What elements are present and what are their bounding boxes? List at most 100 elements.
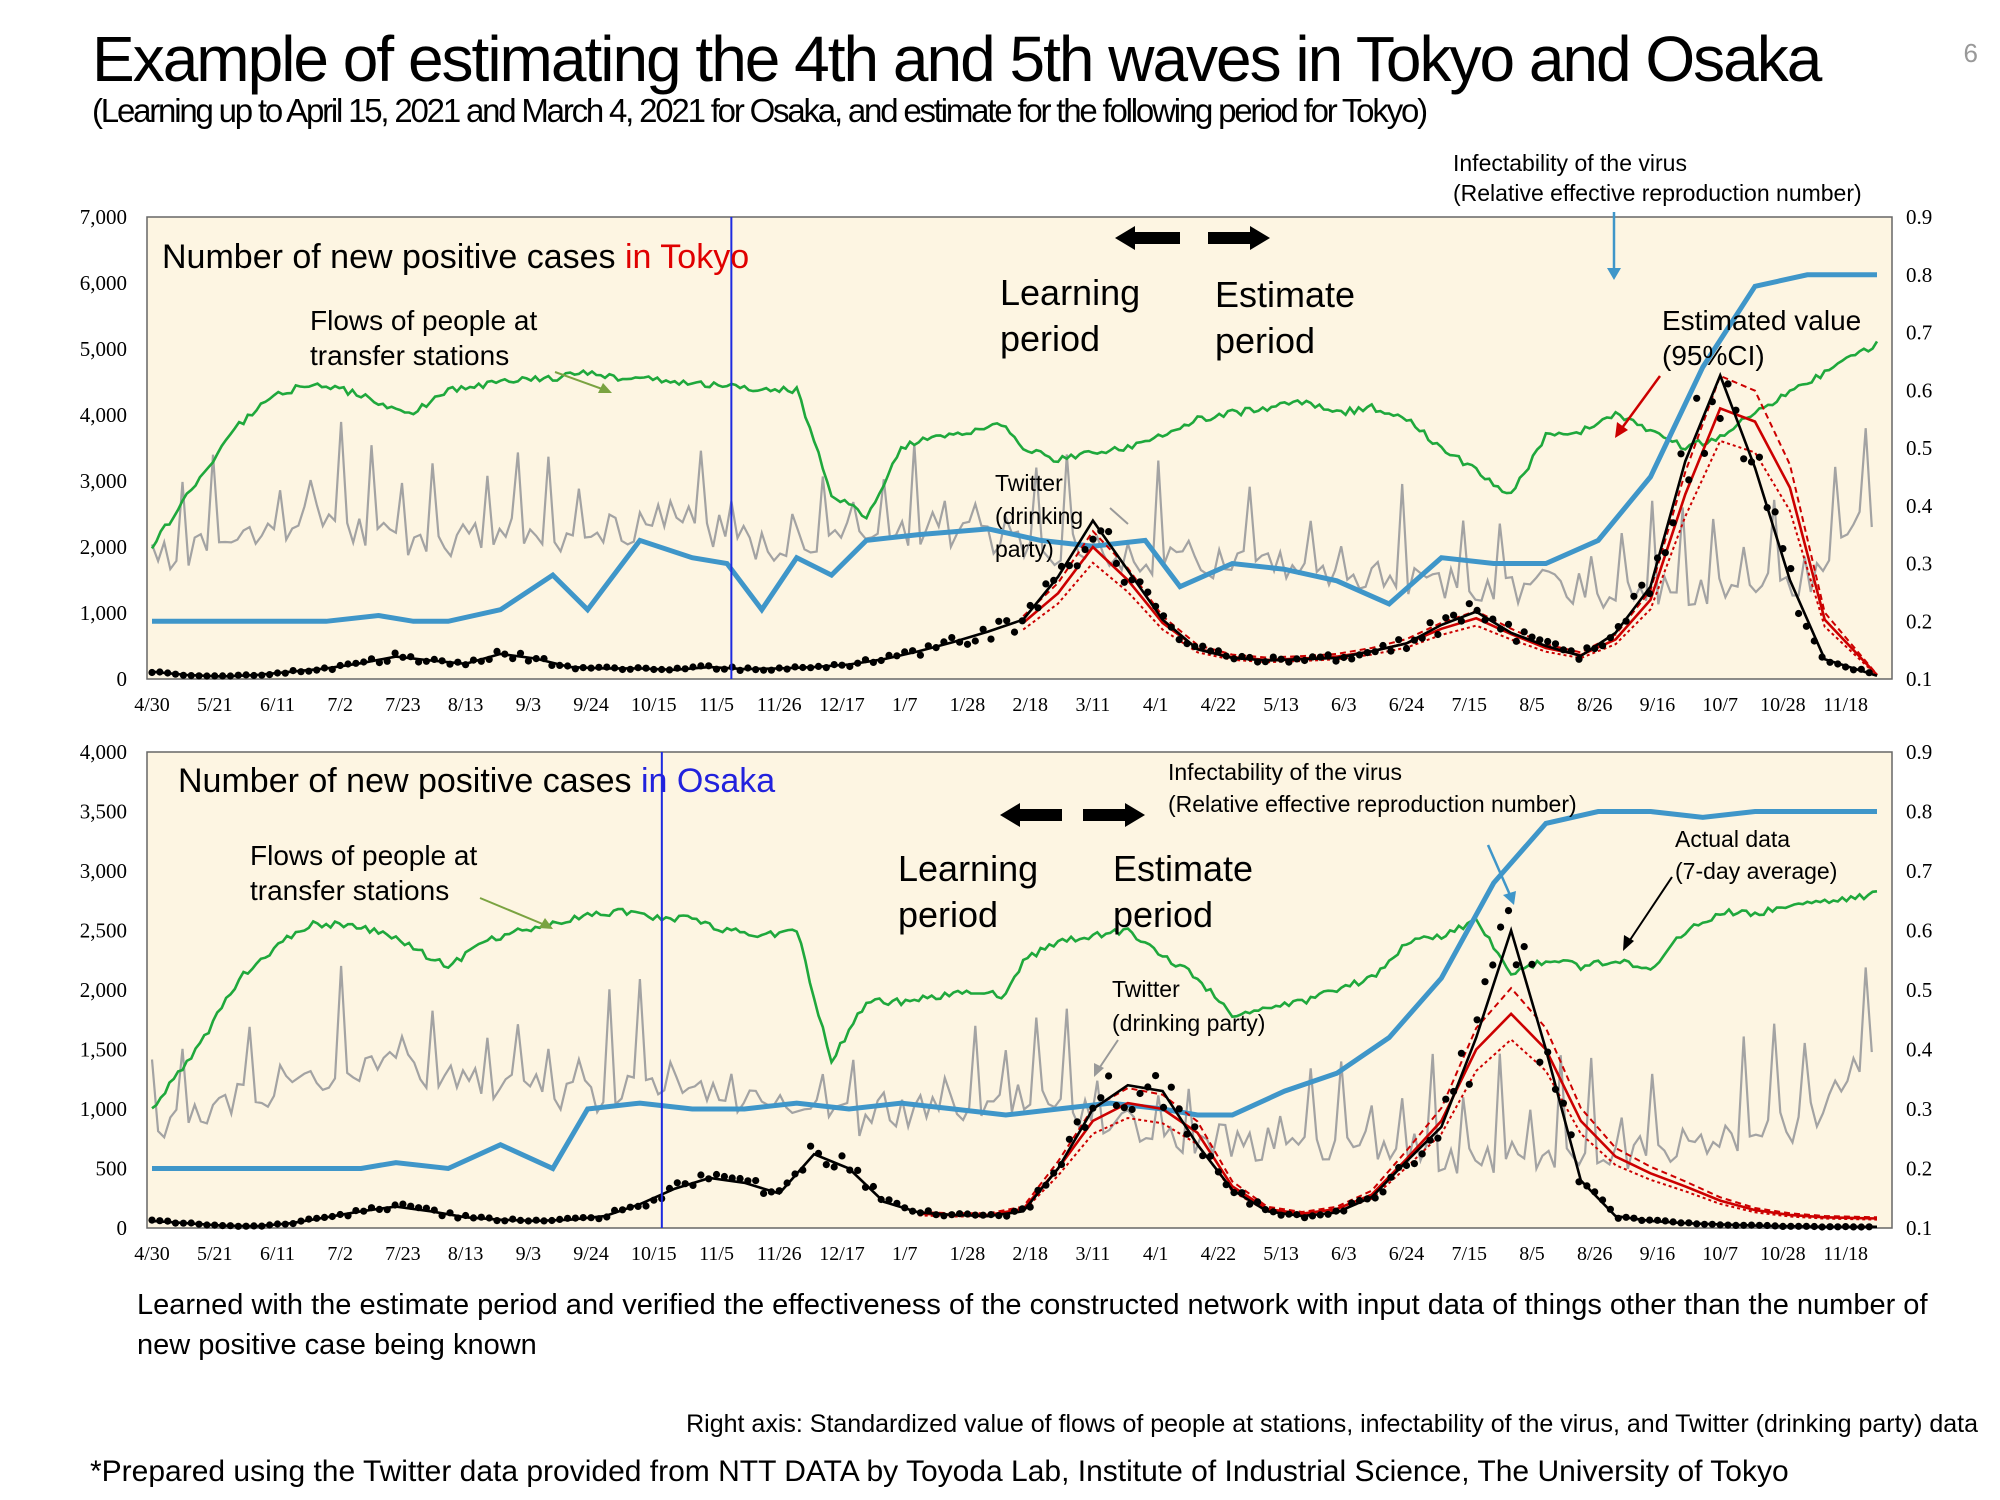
actual-data-point	[1081, 1123, 1089, 1132]
actual-data-point	[1630, 1214, 1638, 1222]
actual-data-point	[1779, 545, 1787, 553]
actual-data-point	[1536, 636, 1544, 644]
actual-data-point	[1497, 923, 1505, 931]
actual-data-point	[1183, 640, 1191, 648]
actual-data-point	[1191, 642, 1199, 651]
actual-data-point	[940, 638, 948, 646]
actual-data-point	[1591, 645, 1599, 653]
actual-data-point	[877, 656, 885, 665]
y-left-tick-label: 0	[117, 667, 128, 691]
actual-data-point	[1583, 1182, 1591, 1190]
actual-data-point	[1700, 449, 1709, 457]
y-right-tick-label: 0.2	[1906, 609, 1932, 633]
x-tick-label: 8/13	[448, 694, 484, 716]
actual-data-point	[1708, 1220, 1716, 1228]
actual-data-point	[407, 1202, 415, 1210]
actual-data-point	[1434, 1134, 1442, 1142]
actual-data-point	[885, 651, 893, 659]
verification-note: Learned with the estimate period and ver…	[137, 1289, 1928, 1361]
actual-data-point	[1724, 380, 1732, 388]
actual-data-point	[1512, 961, 1520, 969]
x-tick-label: 10/15	[631, 694, 677, 716]
learning-period-label: Learning period	[1000, 272, 1140, 359]
actual-data-point	[1293, 1211, 1301, 1219]
virus-series-line	[152, 809, 1877, 1172]
twitter-pointer	[1109, 507, 1129, 525]
actual-data-point	[454, 658, 462, 666]
y-left-tick-label: 2,000	[80, 978, 127, 1002]
actual-data-point	[469, 656, 478, 664]
actual-data-point	[1457, 617, 1465, 625]
actual-data-point	[1073, 1118, 1081, 1126]
actual-data-point	[1450, 611, 1458, 619]
actual-data-point	[1426, 1136, 1434, 1144]
actual-data-point	[1489, 615, 1497, 623]
actual-data-point	[1520, 628, 1528, 636]
actual-data-point	[1340, 1207, 1348, 1215]
y-left-tick-label: 6,000	[80, 271, 127, 295]
actual-data-point	[266, 1221, 274, 1229]
actual-data-point	[760, 1189, 768, 1197]
actual-data-point	[736, 1174, 744, 1183]
actual-data-point	[171, 670, 180, 678]
actual-data-point	[626, 665, 634, 673]
arrow-left-icon	[1000, 803, 1062, 827]
actual-data-point	[1355, 651, 1364, 659]
actual-data-point	[1504, 620, 1513, 628]
actual-data-point	[477, 657, 485, 665]
actual-data-point	[979, 1211, 987, 1219]
y-left-tick-label: 4,000	[80, 403, 127, 427]
actual-data-point	[1332, 657, 1340, 665]
flows-label: Flows of people at transfer stations	[250, 840, 477, 906]
chart-title: Number of new positive cases in Osaka	[178, 762, 775, 800]
actual-data-point	[1379, 641, 1387, 650]
actual-data-point	[1034, 1186, 1042, 1194]
actual-data-point	[775, 1187, 783, 1195]
actual-data-point	[634, 1202, 642, 1210]
actual-data-point	[814, 1149, 823, 1157]
x-tick-label: 6/11	[260, 1243, 295, 1265]
actual-data-point	[1379, 1188, 1387, 1196]
actual-data-point	[462, 661, 470, 669]
actual-data-point	[1010, 1207, 1019, 1215]
actual-data-point	[916, 651, 925, 659]
right-axis-note: Right axis: Standardized value of flows …	[686, 1410, 1978, 1438]
actual-data-point	[1112, 559, 1120, 567]
tokyo-chart-svg: 0 1,000 2,000 3,000 4,000 5,000 6,000 7,000 0.1…	[80, 150, 1933, 716]
estimated-pointer-head	[1615, 422, 1628, 438]
osaka-chart: 0 500 1,000 1,500 2,000 2,500 3,000 3,500 4,000 …	[0, 735, 2000, 1275]
actual-data-point	[493, 1217, 501, 1225]
virus-label: Infectability of the virus (Relative effe…	[1168, 759, 1577, 817]
actual-data-point	[642, 1202, 650, 1210]
actual-data-point	[1747, 1221, 1756, 1229]
actual-data-point	[289, 667, 297, 675]
actual-data-point	[830, 661, 838, 669]
actual-data-point	[1865, 1223, 1873, 1231]
actual-data-point	[524, 1217, 533, 1225]
source-footnote: *Prepared using the Twitter data provide…	[90, 1455, 1789, 1488]
actual-data-point	[509, 655, 517, 663]
actual-data-point	[1771, 508, 1779, 516]
actual-data-point	[1387, 1173, 1395, 1181]
actual-data-point	[1105, 528, 1113, 536]
y-right-tick-label: 0.6	[1906, 919, 1932, 943]
x-tick-label: 11/18	[1823, 1243, 1868, 1265]
actual-data-point	[1144, 1083, 1152, 1091]
actual-data-point	[1559, 646, 1567, 654]
actual-data-point	[360, 658, 368, 666]
actual-data-point	[1795, 1222, 1803, 1230]
actual-data-point	[1810, 637, 1818, 645]
actual-data-point	[665, 1184, 674, 1192]
series-layer	[148, 272, 1879, 680]
x-tick-label: 3/11	[1075, 1243, 1110, 1265]
actual-data-point	[1050, 576, 1058, 584]
actual-data-point	[1167, 1083, 1175, 1091]
actual-data-point	[791, 663, 799, 671]
y-right-tick-label: 0.5	[1906, 436, 1932, 460]
actual-data-point	[712, 665, 721, 673]
actual-data-point	[1418, 1150, 1426, 1158]
y-left-tick-label: 3,000	[80, 859, 127, 883]
actual-data-point	[995, 1212, 1003, 1220]
actual-data-point	[611, 664, 619, 672]
flows-pointer	[479, 897, 546, 926]
